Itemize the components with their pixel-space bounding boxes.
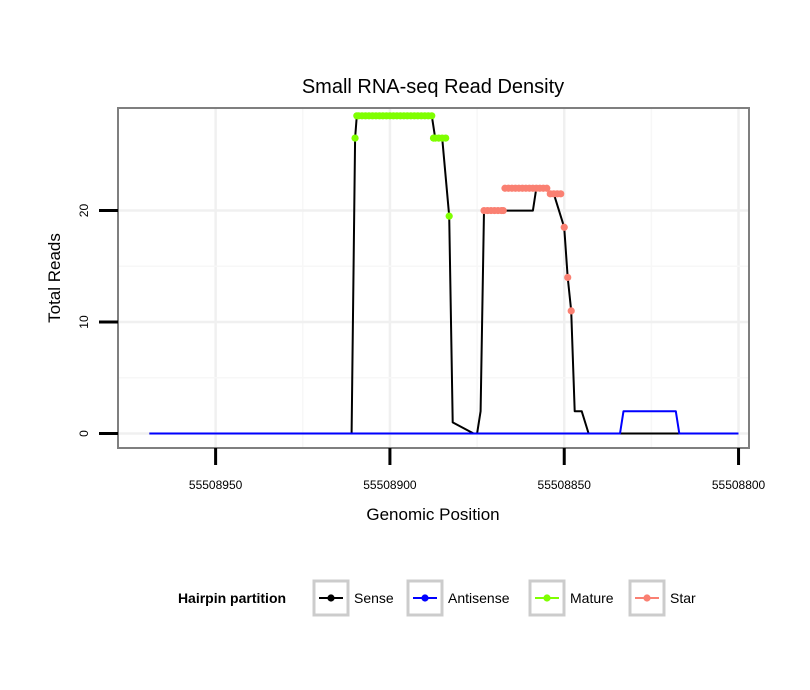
chart-title: Small RNA-seq Read Density — [302, 76, 564, 98]
data-point-star — [557, 190, 565, 198]
data-point-mature — [445, 212, 453, 220]
grid — [118, 108, 749, 448]
series-line-antisense — [149, 410, 739, 435]
series-layer — [149, 112, 739, 435]
x-tick-label: 55508950 — [189, 478, 243, 492]
legend-key-point — [421, 594, 429, 602]
y-tick-label: 20 — [77, 204, 91, 218]
legend-entries: Sense Antisense Mature Star — [312, 579, 696, 617]
data-point-mature — [442, 134, 450, 142]
series-line-sense — [149, 114, 739, 435]
axes: 55508950 55508900 55508850 55508800 0 10 20 — [77, 204, 766, 492]
legend-label: Mature — [570, 590, 614, 606]
x-tick-label: 55508800 — [712, 478, 766, 492]
legend-entry-sense: Sense — [312, 579, 394, 617]
data-point-star — [543, 184, 551, 192]
data-point-star — [499, 206, 507, 215]
legend-key-point — [643, 594, 651, 602]
legend-title: Hairpin partition — [178, 590, 286, 606]
legend-entry-mature: Mature — [528, 579, 614, 617]
y-axis-title: Total Reads — [45, 233, 64, 323]
legend-entry-antisense: Antisense — [406, 579, 510, 617]
data-point-mature — [351, 134, 359, 142]
plot-border — [117, 107, 750, 449]
legend-label: Star — [670, 590, 696, 606]
y-tick-label: 0 — [77, 430, 91, 437]
x-tick-label: 55508850 — [538, 478, 592, 492]
data-point-mature — [428, 112, 436, 120]
legend: Hairpin partition Sense Antisense Mature St… — [178, 579, 696, 617]
y-tick-label: 10 — [77, 315, 91, 329]
legend-key-point — [543, 594, 551, 602]
data-point-star — [564, 273, 572, 282]
x-tick-label: 55508900 — [363, 478, 417, 492]
legend-label: Sense — [354, 590, 394, 606]
legend-key-point — [327, 594, 335, 602]
x-axis-title: Genomic Position — [366, 505, 499, 524]
legend-entry-star: Star — [628, 579, 696, 617]
data-point-star — [560, 223, 568, 231]
legend-label: Antisense — [448, 590, 510, 606]
data-point-star — [567, 307, 575, 315]
